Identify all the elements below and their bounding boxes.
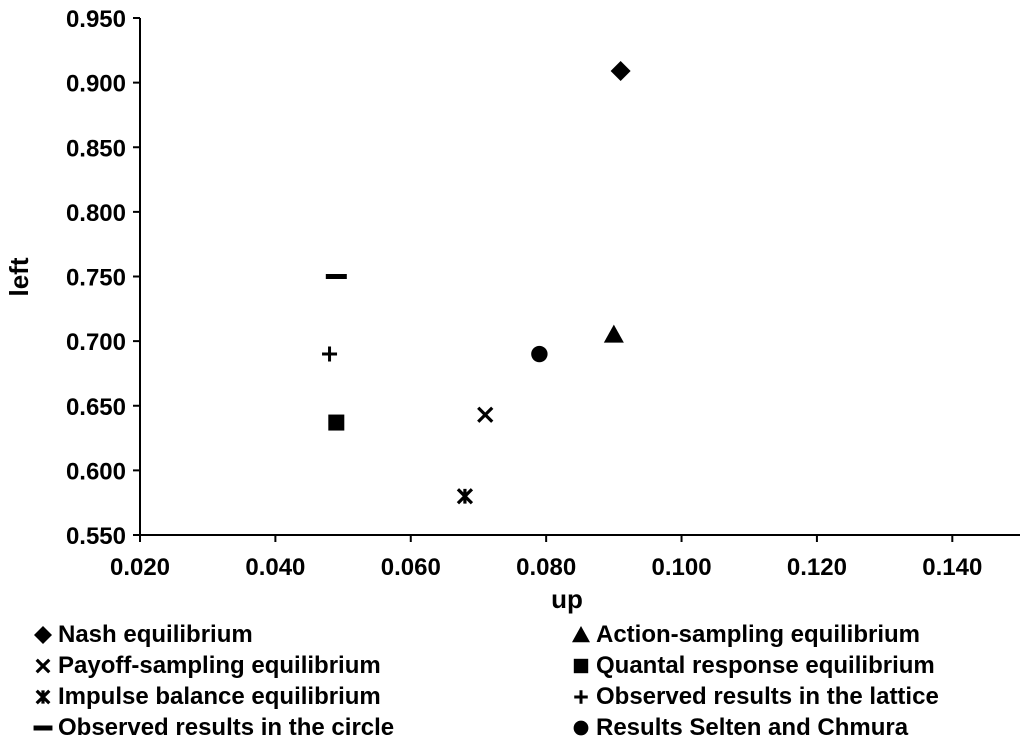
y-tick-label: 0.550: [66, 523, 126, 550]
legend-symbol: [35, 658, 51, 674]
x-shape: [477, 406, 494, 423]
legend-marker-plus: [574, 690, 588, 704]
legend-item: Observed results in the lattice: [570, 682, 939, 712]
data-point-star: [456, 488, 474, 505]
data-point-triangle: [603, 324, 624, 343]
legend-symbol: [573, 720, 589, 736]
y-tick-label: 0.950: [66, 6, 126, 33]
square-shape: [573, 658, 589, 674]
legend-label: Quantal response equilibrium: [596, 652, 935, 679]
legend-label: Nash equilibrium: [58, 621, 253, 648]
diamond-shape: [610, 60, 631, 81]
legend-symbol: [572, 626, 590, 643]
legend-label: Impulse balance equilibrium: [58, 683, 381, 710]
asterisk-shape: [35, 689, 51, 705]
legend-marker-star: [35, 689, 51, 705]
x-axis-ticks: 0.020 0.040 0.060 0.080 0.100 0.120 0.140: [110, 535, 982, 581]
legend-symbol: [33, 725, 53, 731]
asterisk-shape: [456, 488, 474, 505]
x-tick-label: 0.020: [110, 554, 170, 581]
y-tick-label: 0.600: [66, 458, 126, 485]
y-tick-label: 0.700: [66, 329, 126, 356]
data-point-circle: [531, 345, 548, 363]
y-tick-label: 0.750: [66, 265, 126, 292]
x-axis-label: up: [551, 584, 583, 614]
legend-item: Payoff-sampling equilibrium: [32, 651, 381, 681]
y-axis-label: left: [4, 257, 34, 296]
data-point-diamond: [610, 60, 631, 81]
y-tick-label: 0.650: [66, 394, 126, 421]
x-tick-label: 0.140: [922, 554, 982, 581]
legend-label: Payoff-sampling equilibrium: [58, 652, 381, 679]
legend-label: Observed results in the circle: [58, 714, 395, 741]
x-tick-label: 0.120: [787, 554, 847, 581]
data-point-square: [328, 414, 345, 431]
x-tick-label: 0.080: [516, 554, 576, 581]
dash-shape: [325, 274, 347, 279]
x-tick-label: 0.040: [245, 554, 305, 581]
x-tick-label: 0.100: [652, 554, 712, 581]
square-shape: [328, 414, 345, 431]
legend-symbol: [574, 690, 588, 704]
legend-marker-triangle: [572, 626, 590, 643]
legend-symbol: [35, 689, 51, 705]
dash-shape: [33, 725, 53, 731]
legend-marker-square: [573, 658, 589, 674]
legend-item: Action-sampling equilibrium: [570, 620, 920, 650]
data-point-dash: [325, 274, 347, 279]
y-tick-label: 0.900: [66, 71, 126, 98]
legend-item: Nash equilibrium: [32, 620, 253, 650]
legend-item: Observed results in the circle: [32, 713, 394, 743]
legend-item: Impulse balance equilibrium: [32, 682, 381, 712]
legend-symbol: [34, 626, 52, 644]
triangle-shape: [603, 324, 624, 343]
circle-shape: [531, 345, 548, 363]
legend-label: Observed results in the lattice: [596, 683, 939, 710]
legend-marker-circle: [573, 720, 589, 736]
legend-label: Action-sampling equilibrium: [596, 621, 921, 648]
circle-shape: [573, 720, 589, 736]
x-shape: [35, 658, 51, 674]
plus-shape: [574, 690, 588, 704]
legend-marker-dash: [33, 725, 53, 731]
legend-label: Results Selten and Chmura: [596, 714, 909, 741]
diamond-shape: [34, 626, 52, 644]
legend-symbol: [573, 658, 589, 674]
legend-item: Quantal response equilibrium: [570, 651, 935, 681]
legend-item: Results Selten and Chmura: [570, 713, 908, 743]
legend-marker-x: [35, 658, 51, 674]
data-points: [322, 60, 631, 505]
y-tick-label: 0.850: [66, 135, 126, 162]
data-point-plus: [322, 346, 338, 362]
data-point-x: [477, 406, 494, 423]
x-tick-label: 0.060: [381, 554, 441, 581]
y-axis-ticks: 0.550 0.600 0.650 0.700 0.750 0.800 0.850 0.900…: [66, 6, 140, 550]
legend-marker-diamond: [34, 626, 52, 644]
plus-shape: [322, 346, 338, 362]
y-tick-label: 0.800: [66, 200, 126, 227]
triangle-shape: [572, 626, 590, 643]
